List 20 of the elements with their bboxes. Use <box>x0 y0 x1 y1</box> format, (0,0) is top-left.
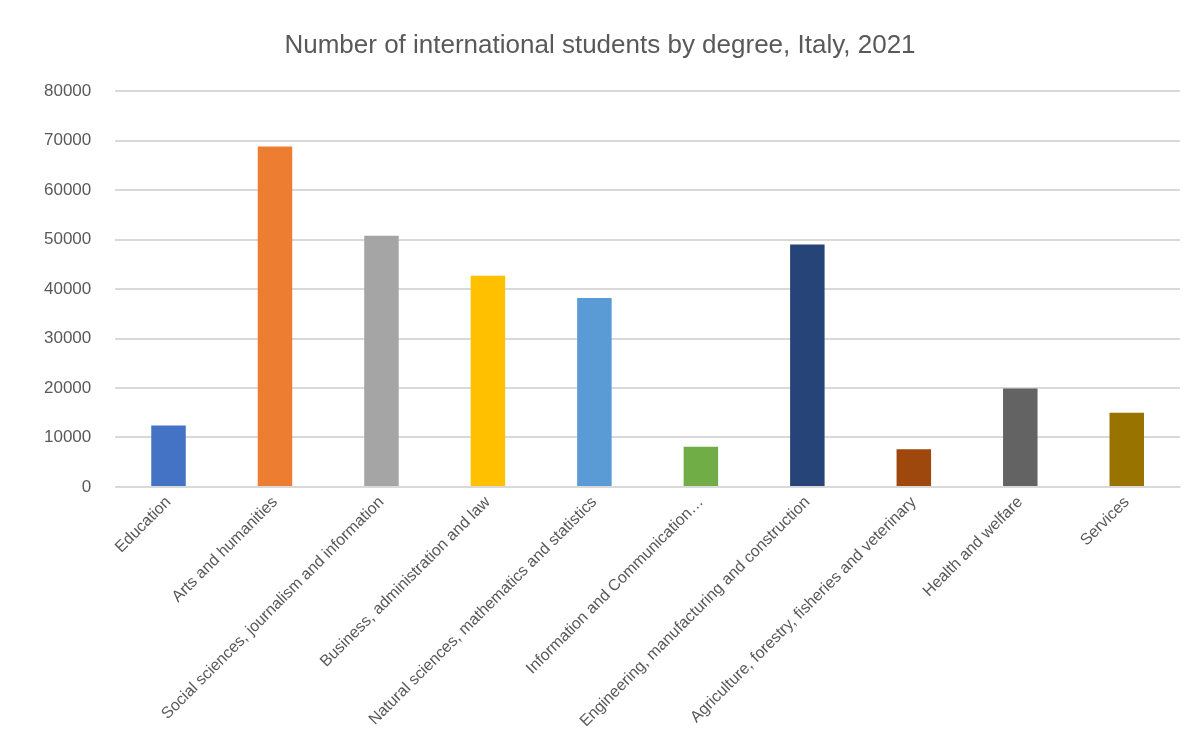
bar <box>151 425 186 486</box>
bar <box>683 446 719 486</box>
bar <box>470 275 506 486</box>
y-tick-label: 80000 <box>43 80 92 100</box>
chart-title: Number of international students by degree, Italy, 2021 <box>284 28 916 59</box>
y-tick-label: 20000 <box>43 377 92 397</box>
bar <box>896 449 932 486</box>
bar <box>577 297 612 486</box>
y-tick-label: 50000 <box>43 229 92 249</box>
y-tick-label: 10000 <box>43 427 92 447</box>
y-tick-label: 70000 <box>43 130 92 150</box>
bar <box>1109 412 1145 486</box>
bar <box>790 244 825 486</box>
bar <box>1003 388 1038 486</box>
y-tick-label: 0 <box>81 476 92 496</box>
bar <box>257 146 293 486</box>
bar <box>364 235 399 486</box>
y-tick-label: 60000 <box>43 179 92 199</box>
y-tick-label: 30000 <box>43 328 92 348</box>
y-tick-label: 40000 <box>43 278 92 298</box>
